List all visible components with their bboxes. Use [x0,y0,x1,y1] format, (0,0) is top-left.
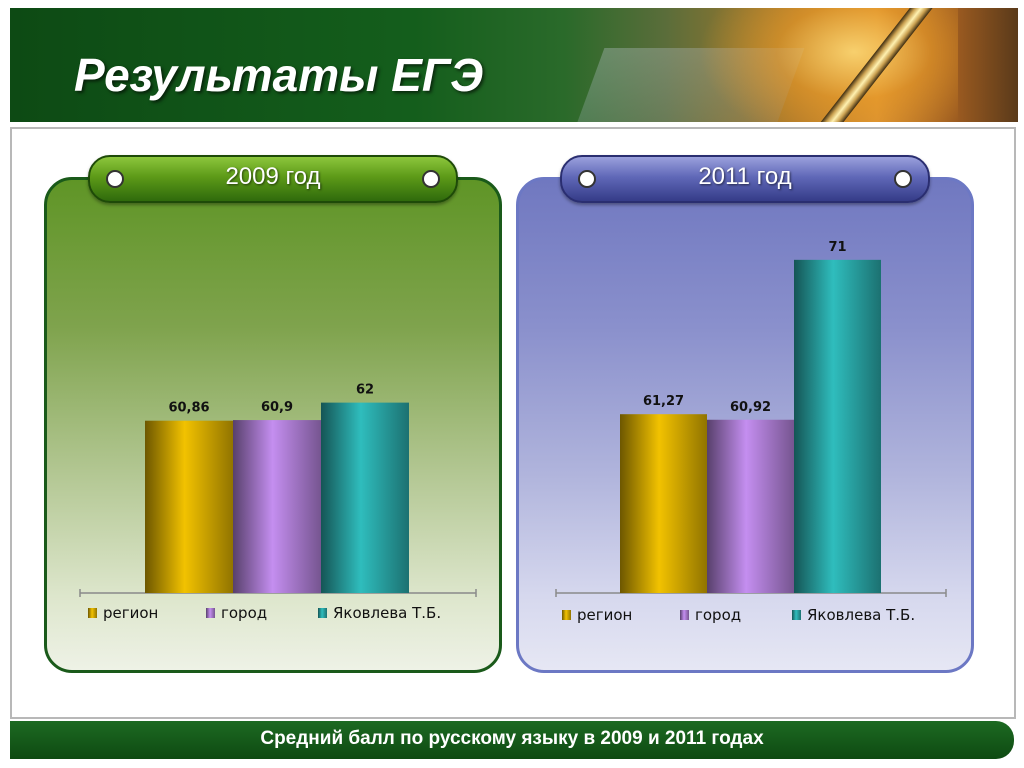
chart-title-pill-2011: 2011 год [560,155,930,203]
bar-chart-2011: 61,27 60,92 71 регион город Яковлева Т.Б. [555,240,947,624]
legend-swatch [680,610,689,620]
legend-label: Яковлева Т.Б. [807,606,915,624]
bar-value-label: 62 [356,383,374,398]
legend-swatch [88,608,97,618]
bar-value-label: 60,92 [730,400,771,415]
bar-3 [321,402,409,593]
legend-label: регион [103,604,158,622]
legend-label: регион [577,606,632,624]
pill-dot-icon [422,170,440,188]
legend-swatch [206,608,215,618]
bar-2 [233,420,321,593]
bar-value-label: 60,86 [168,401,209,416]
bar-2 [707,419,794,593]
chart-title-2011: 2011 год [698,163,792,190]
legend-swatch [562,610,571,620]
bar-value-label: 61,27 [643,394,684,409]
header-banner: Результаты ЕГЭ [10,8,1018,122]
pill-dot-icon [894,170,912,188]
bar-value-label: 60,9 [261,400,293,415]
legend-swatch [792,610,801,620]
footer-caption: Средний балл по русскому языку в 2009 и … [260,728,764,749]
legend-label: город [221,604,267,622]
page-title: Результаты ЕГЭ [74,49,484,101]
pill-dot-icon [578,170,596,188]
bar-1 [620,414,707,593]
chart-title-pill-2009: 2009 год [88,155,458,203]
pill-dot-icon [106,170,124,188]
legend-label: город [695,606,741,624]
bar-1 [145,420,233,593]
legend-swatch [318,608,327,618]
bar-3 [794,259,881,593]
bar-value-label: 71 [828,240,846,255]
bar-chart-2009: 60,86 60,9 62 регион город Яковлева Т.Б. [79,383,477,622]
chart-title-2009: 2009 год [225,163,321,190]
legend-label: Яковлева Т.Б. [333,604,441,622]
footer-banner: Средний балл по русскому языку в 2009 и … [10,721,1014,759]
